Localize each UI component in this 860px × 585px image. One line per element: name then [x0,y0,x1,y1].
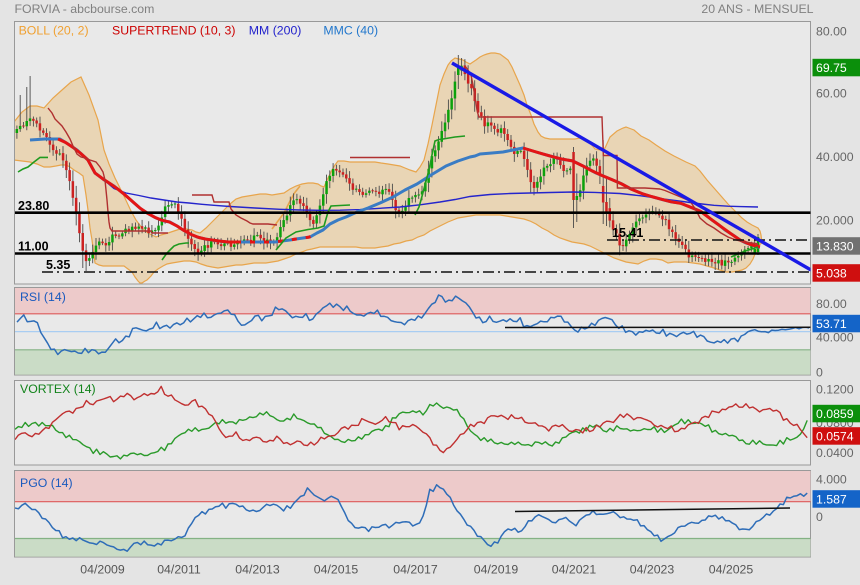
svg-text:80.00: 80.00 [816,25,847,39]
svg-text:04/2017: 04/2017 [393,563,438,577]
svg-text:0.0574: 0.0574 [816,430,854,444]
svg-text:VORTEX (14): VORTEX (14) [20,382,96,396]
svg-text:0.1200: 0.1200 [816,383,854,397]
svg-text:5.038: 5.038 [816,267,847,281]
svg-text:SUPERTREND (10, 3): SUPERTREND (10, 3) [112,24,235,38]
svg-text:04/2025: 04/2025 [709,563,754,577]
svg-text:04/2009: 04/2009 [80,563,125,577]
svg-text:RSI (14): RSI (14) [20,290,66,304]
svg-text:04/2021: 04/2021 [552,563,597,577]
svg-text:20 ANS - MENSUEL: 20 ANS - MENSUEL [701,2,813,16]
svg-text:23.80: 23.80 [18,199,49,213]
svg-text:04/2023: 04/2023 [630,563,675,577]
svg-text:60.00: 60.00 [816,87,847,101]
svg-text:40.000: 40.000 [816,150,854,164]
svg-text:11.00: 11.00 [18,240,49,254]
svg-text:5.35: 5.35 [46,258,70,272]
svg-text:0: 0 [816,366,823,380]
svg-text:MMC (40): MMC (40) [323,24,378,38]
svg-text:0.0859: 0.0859 [816,407,854,421]
svg-text:1.587: 1.587 [816,493,847,507]
svg-text:04/2013: 04/2013 [235,563,280,577]
svg-text:53.71: 53.71 [816,317,847,331]
svg-text:13.830: 13.830 [816,240,854,254]
svg-text:04/2011: 04/2011 [157,563,201,577]
svg-text:BOLL (20, 2): BOLL (20, 2) [19,24,89,38]
svg-text:FORVIA - abcbourse.com: FORVIA - abcbourse.com [15,2,155,16]
svg-text:69.75: 69.75 [816,61,847,75]
svg-text:20.000: 20.000 [816,214,854,228]
svg-text:0.0400: 0.0400 [816,446,854,460]
svg-text:04/2019: 04/2019 [474,563,519,577]
svg-text:0: 0 [816,510,823,524]
svg-text:40.000: 40.000 [816,331,854,345]
svg-text:04/2015: 04/2015 [314,563,359,577]
svg-text:MM (200): MM (200) [249,24,302,38]
svg-text:4.000: 4.000 [816,473,847,487]
svg-text:80.00: 80.00 [816,297,847,311]
svg-text:15.41: 15.41 [612,226,643,240]
svg-text:PGO (14): PGO (14) [20,476,73,490]
